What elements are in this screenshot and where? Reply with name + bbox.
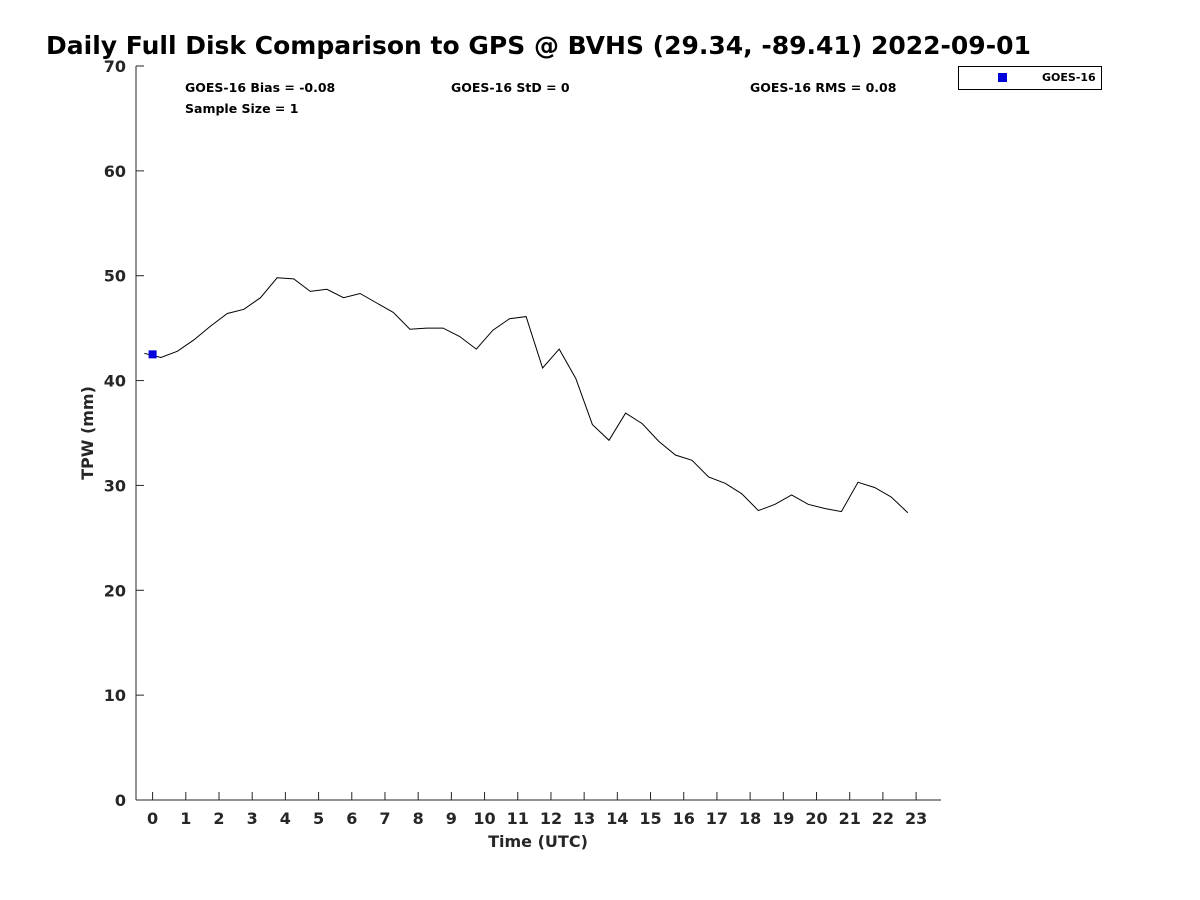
legend: GOES-16 — [958, 66, 1102, 90]
legend-swatch-goes16 — [998, 73, 1007, 82]
y-tick-label: 40 — [104, 372, 126, 391]
x-tick-label: 21 — [839, 809, 861, 828]
x-tick-label: 23 — [905, 809, 927, 828]
y-tick-label: 30 — [104, 476, 126, 495]
y-tick-label: 70 — [104, 57, 126, 76]
stats-annotations: GOES-16 Bias = -0.08 GOES-16 StD = 0 GOE… — [185, 80, 896, 116]
x-tick-label: 6 — [346, 809, 357, 828]
legend-label-goes16: GOES-16 — [1042, 71, 1096, 84]
plot-area — [144, 277, 909, 514]
axes — [135, 66, 941, 801]
y-ticks: 0 10 20 30 40 50 60 70 — [104, 57, 144, 810]
y-tick-label: 50 — [104, 267, 126, 286]
x-tick-label: 7 — [379, 809, 390, 828]
x-tick-label: 9 — [446, 809, 457, 828]
x-tick-label: 14 — [606, 809, 628, 828]
x-tick-label: 0 — [147, 809, 158, 828]
chart-title: Daily Full Disk Comparison to GPS @ BVHS… — [46, 31, 1031, 60]
x-tick-label: 8 — [413, 809, 424, 828]
y-axis-label: TPW (mm) — [78, 386, 97, 480]
x-tick-label: 4 — [280, 809, 291, 828]
y-tick-label: 0 — [115, 791, 126, 810]
y-tick-label: 60 — [104, 162, 126, 181]
x-axis-label: Time (UTC) — [488, 832, 588, 851]
x-tick-label: 1 — [180, 809, 191, 828]
x-tick-label: 12 — [540, 809, 562, 828]
x-tick-label: 5 — [313, 809, 324, 828]
x-tick-label: 18 — [739, 809, 761, 828]
legend-box — [958, 66, 1102, 90]
goes16-data-point — [148, 350, 157, 359]
sample-size-annotation: Sample Size = 1 — [185, 101, 298, 116]
y-tick-label: 20 — [104, 581, 126, 600]
x-tick-label: 20 — [805, 809, 827, 828]
x-tick-label: 10 — [473, 809, 495, 828]
std-annotation: GOES-16 StD = 0 — [451, 80, 570, 95]
x-tick-label: 3 — [247, 809, 258, 828]
x-tick-label: 17 — [706, 809, 728, 828]
y-tick-label: 10 — [104, 686, 126, 705]
bias-annotation: GOES-16 Bias = -0.08 — [185, 80, 335, 95]
rms-annotation: GOES-16 RMS = 0.08 — [750, 80, 896, 95]
x-tick-label: 13 — [573, 809, 595, 828]
x-tick-label: 11 — [507, 809, 529, 828]
x-tick-label: 22 — [872, 809, 894, 828]
x-tick-label: 2 — [213, 809, 224, 828]
x-tick-label: 19 — [772, 809, 794, 828]
x-tick-label: 16 — [673, 809, 695, 828]
x-ticks: 0 1 2 3 4 5 6 7 8 9 10 11 12 13 14 15 16 17 18 19 20 21 22 23 — [147, 792, 927, 828]
gps-tpw-line — [144, 277, 909, 514]
x-tick-label: 15 — [639, 809, 661, 828]
